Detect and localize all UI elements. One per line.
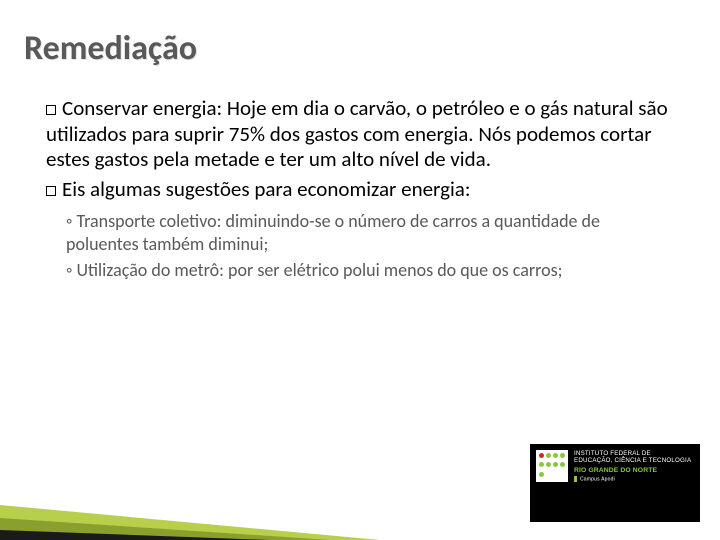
bullet-2-rest: algumas sugestões para economizar energi… <box>85 176 470 202</box>
sub-bullet-list: Transporte coletivo: diminuindo-se o núm… <box>66 210 674 282</box>
wedge-light <box>0 505 380 540</box>
slide: Remediação Conservar energia: Hoje em di… <box>0 0 720 540</box>
badge-top-row: INSTITUTO FEDERAL DE EDUCAÇÃO, CIÊNCIA E… <box>536 450 694 483</box>
body-text: Conservar energia: Hoje em dia o carvão,… <box>46 96 674 286</box>
sub-bullet-1: Transporte coletivo: diminuindo-se o núm… <box>66 210 674 255</box>
badge-green-line: RIO GRANDE DO NORTE <box>574 467 694 475</box>
institution-badge: INSTITUTO FEDERAL DE EDUCAÇÃO, CIÊNCIA E… <box>530 444 700 522</box>
badge-text-block: INSTITUTO FEDERAL DE EDUCAÇÃO, CIÊNCIA E… <box>574 450 694 483</box>
badge-sub: Campus Apodi <box>574 476 694 483</box>
bullet-2: Eis algumas sugestões para economizar en… <box>46 177 674 203</box>
square-bullet-icon <box>46 105 56 115</box>
bullet-1: Conservar energia: Hoje em dia o carvão,… <box>46 96 674 173</box>
badge-bar-icon <box>574 476 577 482</box>
badge-logo-icon <box>536 450 568 482</box>
badge-line2: EDUCAÇÃO, CIÊNCIA E TECNOLOGIA <box>574 457 694 464</box>
bullet-2-lead: Eis <box>62 176 85 202</box>
sub-bullet-2: Utilização do metrô: por ser elétrico po… <box>66 259 674 282</box>
wedge-mid <box>0 518 330 540</box>
badge-campus: Campus Apodi <box>580 476 615 482</box>
square-bullet-icon <box>46 186 56 196</box>
bullet-1-lead: Conservar <box>62 95 148 121</box>
wedge-dark <box>0 530 270 540</box>
corner-wedge-graphic <box>0 450 400 540</box>
slide-title: Remediação <box>24 28 197 69</box>
